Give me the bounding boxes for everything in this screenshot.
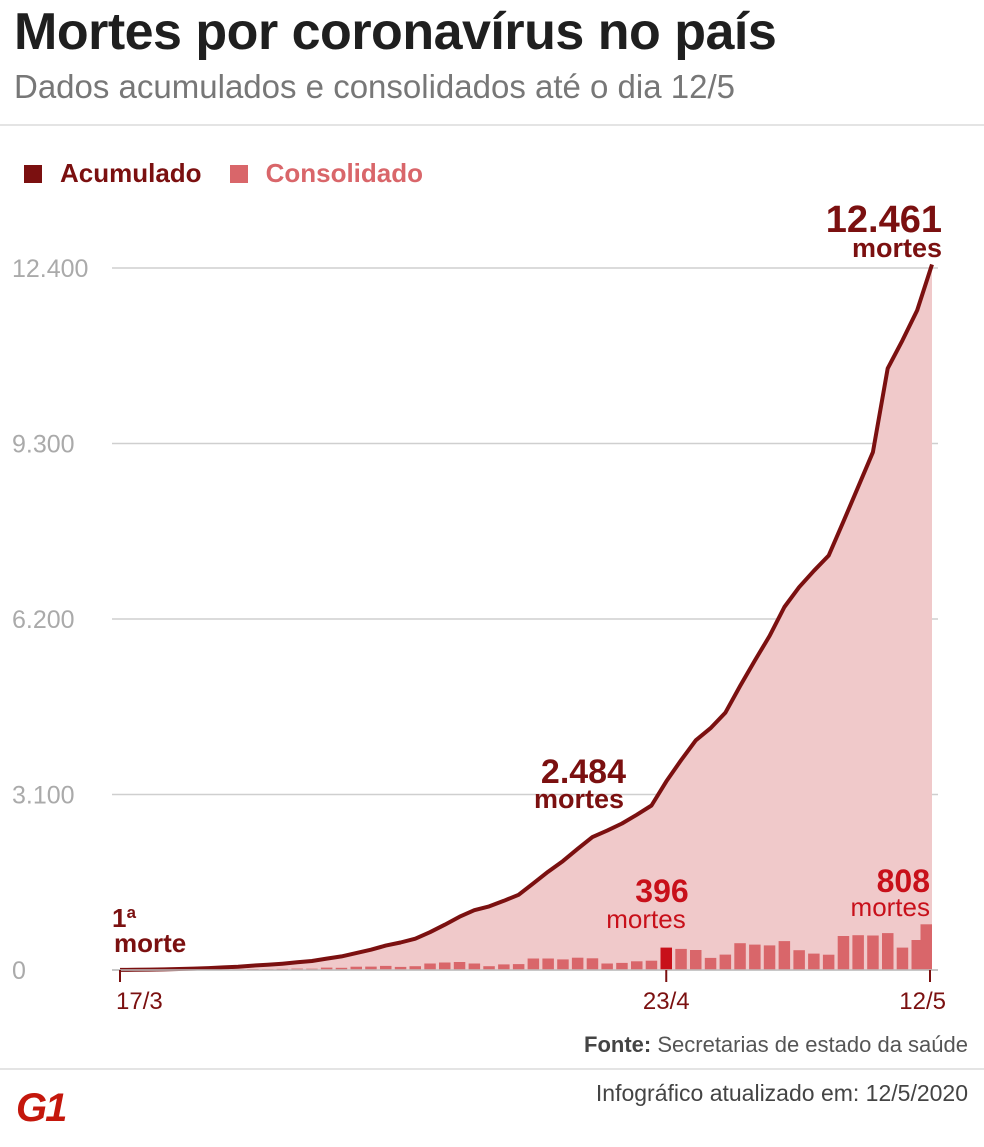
bar-consolidado bbox=[424, 963, 436, 970]
annotation-first-death-line1: 1ª bbox=[112, 903, 136, 933]
bar-consolidado bbox=[616, 962, 628, 970]
bar-consolidado bbox=[542, 958, 554, 970]
bar-label-808-value: 808 bbox=[877, 863, 930, 899]
bar-consolidado bbox=[498, 964, 510, 970]
bottom-divider bbox=[0, 1068, 984, 1070]
legend-swatch-consolidado bbox=[229, 164, 248, 183]
top-divider bbox=[0, 124, 984, 126]
y-tick-label: 6.200 bbox=[12, 606, 75, 634]
page-title: Mortes por coronavírus no país bbox=[14, 3, 777, 61]
bar-consolidado bbox=[808, 953, 820, 970]
legend-item-consolidado: Consolidado bbox=[229, 158, 424, 189]
bar-consolidado bbox=[586, 958, 599, 970]
bar-consolidado bbox=[704, 957, 717, 970]
legend-item-acumulado: Acumulado bbox=[24, 158, 202, 189]
bar-consolidado bbox=[557, 959, 569, 970]
bar-consolidado bbox=[719, 954, 732, 970]
legend-label-acumulado: Acumulado bbox=[60, 158, 202, 188]
y-tick-label: 12.400 bbox=[12, 255, 88, 283]
bar-consolidado bbox=[631, 961, 643, 970]
bar-consolidado bbox=[320, 967, 333, 970]
bar-consolidado bbox=[793, 950, 805, 970]
bar-consolidado bbox=[601, 963, 613, 970]
bar-consolidado bbox=[660, 947, 672, 970]
bar-consolidado bbox=[335, 967, 348, 970]
x-tick-label: 17/3 bbox=[116, 988, 163, 1015]
source-text: Secretarias de estado da saúde bbox=[657, 1032, 968, 1057]
bar-consolidado bbox=[394, 966, 407, 970]
annotation-first-death-line2: morte bbox=[114, 928, 186, 958]
bar-consolidado bbox=[645, 960, 658, 970]
bar-consolidado bbox=[852, 935, 864, 970]
bar-consolidado bbox=[749, 944, 761, 970]
bar-consolidado bbox=[468, 963, 481, 970]
x-tick-label: 12/5 bbox=[899, 988, 946, 1015]
bar-consolidado bbox=[778, 941, 791, 970]
page-subtitle: Dados acumulados e consolidados até o di… bbox=[14, 68, 735, 105]
bar-consolidado bbox=[453, 962, 466, 970]
line-acumulado bbox=[119, 263, 934, 972]
bar-consolidado bbox=[896, 947, 909, 970]
bar-consolidado bbox=[920, 924, 932, 970]
annotation-2484-value: 2.484 bbox=[541, 753, 626, 791]
bar-consolidado bbox=[365, 966, 377, 970]
y-tick-label: 3.100 bbox=[12, 782, 75, 810]
annotation-2484-label: mortes bbox=[534, 784, 624, 814]
bar-consolidado bbox=[483, 966, 495, 970]
bar-label-396-value: 396 bbox=[635, 873, 688, 909]
bar-consolidado bbox=[512, 964, 525, 970]
y-tick-label: 0 bbox=[12, 957, 26, 985]
update-note: Infográfico atualizado em: 12/5/2020 bbox=[595, 1080, 968, 1106]
bar-consolidado bbox=[690, 950, 702, 970]
legend-swatch-acumulado bbox=[24, 164, 42, 183]
bar-consolidado bbox=[571, 957, 584, 970]
bar-consolidado bbox=[867, 935, 879, 970]
y-tick-label: 9.300 bbox=[12, 431, 75, 459]
bar-consolidado bbox=[734, 943, 746, 970]
bar-consolidado bbox=[822, 954, 835, 970]
bar-consolidado bbox=[911, 940, 923, 970]
bar-consolidado bbox=[439, 962, 451, 970]
source-label: Fonte: bbox=[584, 1032, 652, 1057]
g1-logo: G1 bbox=[14, 1083, 74, 1127]
area-acumulado bbox=[120, 264, 932, 970]
legend-label-consolidado: Consolidado bbox=[265, 158, 424, 188]
bar-consolidado bbox=[527, 958, 540, 970]
chart-legend: Acumulado Consolidado bbox=[24, 158, 451, 189]
bar-consolidado bbox=[763, 945, 776, 970]
bar-consolidado bbox=[380, 965, 392, 970]
bar-consolidado bbox=[350, 966, 362, 970]
bar-consolidado bbox=[837, 936, 850, 970]
annotation-12461-value: 12.461 bbox=[826, 199, 942, 241]
bar-consolidado bbox=[882, 933, 894, 970]
x-tick-label: 23/4 bbox=[643, 988, 690, 1015]
annotation-12461-label: mortes bbox=[852, 233, 942, 263]
bar-consolidado bbox=[675, 948, 687, 970]
source-note: Fonte: Secretarias de estado da saúde bbox=[584, 1032, 968, 1058]
bar-label-396-label: mortes bbox=[606, 904, 685, 934]
bar-label-808-label: mortes bbox=[851, 892, 930, 922]
g1-logo-text: G1 bbox=[16, 1086, 66, 1127]
bar-consolidado bbox=[409, 966, 421, 970]
